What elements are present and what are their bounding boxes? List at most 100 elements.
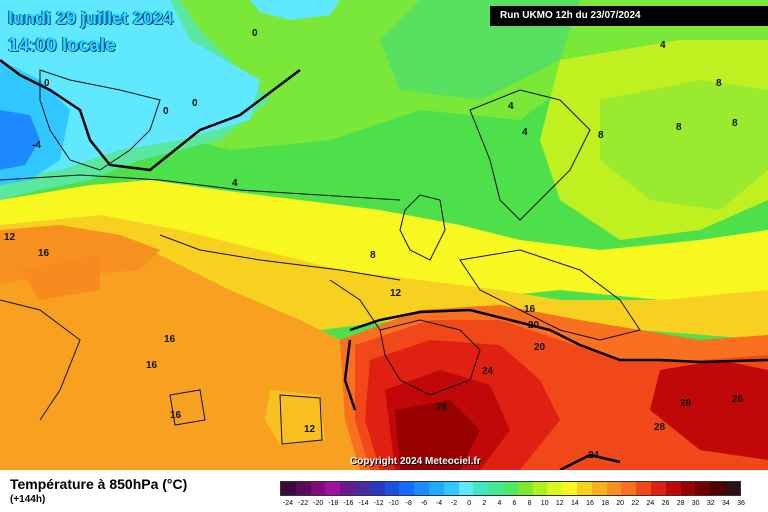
map-canvas: 0 0 0 0 -4 4 4 4 4 8 8 8 8 8 8 12 12 12 … — [0, 0, 768, 470]
contour-label: 12 — [304, 424, 316, 435]
zone-8 — [600, 80, 768, 210]
british-isles-coast — [399, 194, 446, 261]
scale-swatch — [636, 482, 651, 495]
scale-tick-label: -4 — [435, 500, 443, 507]
contour-label: 28 — [732, 394, 744, 405]
contour-label: 8 — [716, 78, 722, 89]
scale-swatch — [414, 482, 429, 495]
isotherm-20-south — [559, 453, 621, 470]
scale-tick-label: -6 — [420, 500, 428, 507]
scale-swatch — [443, 482, 459, 495]
zone-30 — [395, 400, 480, 470]
scale-swatch — [680, 482, 696, 495]
iberia-coast — [379, 319, 481, 396]
contour-label: 4 — [232, 178, 238, 189]
scale-swatch — [562, 482, 577, 495]
contour-label: 28 — [654, 422, 666, 433]
scale-tick-label: 6 — [512, 500, 517, 507]
scale-tick-label: 26 — [661, 500, 670, 507]
isotherm-20-west — [343, 339, 357, 411]
contour-label: 16 — [146, 360, 158, 371]
scale-swatch — [340, 482, 355, 495]
zone-0-north — [250, 0, 340, 20]
scale-tick-label: 0 — [467, 500, 472, 507]
scale-swatch — [517, 482, 533, 495]
scale-tick-label: 16 — [586, 500, 594, 507]
contour-label: 16 — [524, 304, 536, 315]
scandinavia-coast — [469, 89, 591, 221]
legend-panel: Température à 850hPa (°C) (+144h) -24 -22… — [0, 470, 768, 512]
contour-label: 0 — [192, 98, 198, 109]
scale-tick-label: -20 — [313, 500, 324, 507]
scale-tick-label: 32 — [706, 500, 715, 507]
contour-label: 24 — [482, 366, 494, 377]
scale-swatch — [576, 482, 592, 495]
zone-28-east — [650, 360, 768, 460]
scale-tick-label: 22 — [631, 500, 640, 507]
scale-swatch — [399, 482, 415, 495]
scale-swatch — [547, 482, 563, 495]
contour-label: 8 — [732, 118, 738, 129]
scale-swatch — [502, 482, 518, 495]
scale-tick-label: 36 — [737, 500, 745, 507]
scale-tick-label: -24 — [282, 500, 294, 507]
scale-swatch — [295, 482, 311, 495]
contour-label: 20 — [528, 320, 540, 331]
europe-coast — [459, 249, 641, 341]
scale-tick-label: -22 — [298, 500, 309, 507]
scale-swatch — [428, 482, 444, 495]
scale-tick-label: 28 — [676, 500, 685, 507]
scale-tick-label: 14 — [570, 500, 579, 507]
color-scale-ticks: -24 -22 -20 -18 -16 -14 -12 -10 -8 -6 -4 -2 0 2 4 6 8 10 1… — [280, 500, 750, 510]
contour-label: 0 — [163, 106, 169, 117]
contour-label: 28 — [680, 398, 692, 409]
isotherm-16-west — [0, 299, 81, 421]
contour-label: -4 — [32, 140, 41, 151]
scale-swatch — [665, 482, 681, 495]
scale-tick-label: -8 — [405, 500, 412, 507]
scale-tick-label: -2 — [450, 500, 458, 507]
scale-swatch — [532, 482, 548, 495]
scale-swatch — [473, 482, 489, 495]
scale-swatch — [650, 482, 666, 495]
contour-label: 16 — [38, 248, 50, 259]
contour-label: 8 — [676, 122, 682, 133]
scale-tick-label: -14 — [358, 500, 369, 507]
scale-swatch — [710, 482, 725, 495]
zone-16-west-core — [20, 255, 100, 300]
scale-tick-label: -12 — [373, 500, 384, 507]
temperature-map: 0 0 0 0 -4 4 4 4 4 8 8 8 8 8 8 12 12 12 … — [0, 0, 768, 470]
contour-label: 28 — [436, 402, 448, 413]
contour-label: 0 — [252, 28, 258, 39]
isotherm-12-patch — [279, 394, 323, 445]
isotherm-20 — [349, 308, 768, 364]
scale-swatch — [310, 482, 326, 495]
scale-swatch — [621, 482, 637, 495]
copyright-label: Copyright 2024 Meteociel.fr — [350, 456, 481, 467]
scale-swatch — [695, 482, 711, 495]
color-scale — [280, 481, 741, 496]
isotherm-12 — [159, 234, 401, 281]
contour-label: 24 — [588, 450, 600, 461]
contour-label: 8 — [598, 130, 604, 141]
contour-label: 16 — [170, 410, 182, 421]
contour-label: 4 — [522, 127, 528, 138]
scale-swatch — [325, 482, 341, 495]
run-info-label: Run UKMO 12h du 23/07/2024 — [490, 6, 768, 26]
legend-title: Température à 850hPa (°C) — [10, 476, 188, 492]
scale-tick-label: 30 — [691, 500, 700, 507]
contour-label: 12 — [390, 288, 402, 299]
map-time-title: 14:00 locale — [8, 35, 116, 56]
contour-label: 20 — [534, 342, 546, 353]
scale-tick-label: 4 — [497, 500, 502, 507]
contour-label: 4 — [508, 101, 514, 112]
scale-tick-label: 12 — [555, 500, 564, 507]
scale-tick-label: 20 — [616, 500, 625, 507]
scale-tick-label: -16 — [343, 500, 354, 507]
contour-label: 4 — [660, 40, 666, 51]
scale-swatch — [458, 482, 474, 495]
contour-label: 16 — [164, 334, 176, 345]
scale-swatch — [606, 482, 622, 495]
scale-tick-label: -18 — [328, 500, 339, 507]
